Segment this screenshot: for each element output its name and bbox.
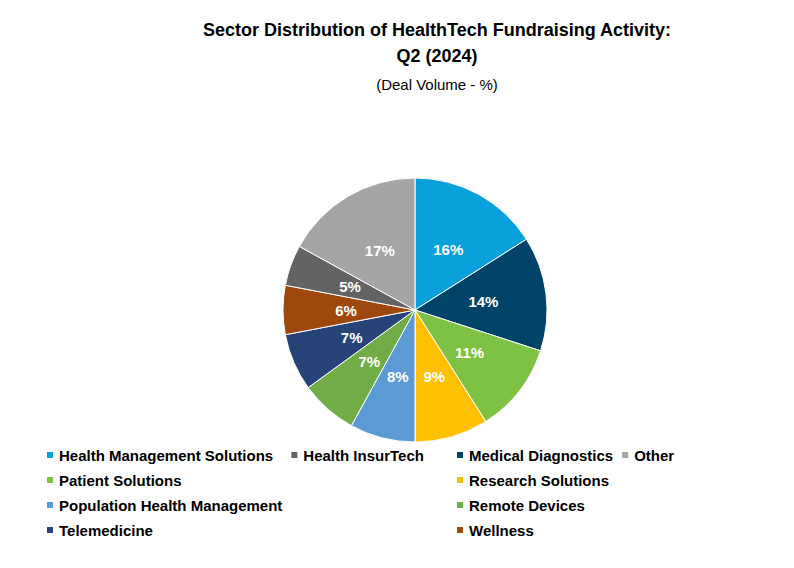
svg-text:Patient Solutions: Patient Solutions bbox=[59, 472, 182, 489]
svg-text:14%: 14% bbox=[468, 293, 498, 310]
svg-text:Medical Diagnostics: Medical Diagnostics bbox=[469, 447, 613, 464]
svg-text:9%: 9% bbox=[423, 368, 445, 385]
svg-text:Sector Distribution of HealthT: Sector Distribution of HealthTech Fundra… bbox=[203, 20, 671, 40]
svg-text:11%: 11% bbox=[455, 344, 484, 361]
svg-text:Health InsurTech: Health InsurTech bbox=[303, 447, 424, 464]
svg-text:Population Health Management: Population Health Management bbox=[59, 497, 282, 514]
svg-text:17%: 17% bbox=[365, 242, 395, 259]
svg-text:Research Solutions: Research Solutions bbox=[469, 472, 609, 489]
svg-text:Q2 (2024): Q2 (2024) bbox=[396, 46, 477, 66]
svg-text:7%: 7% bbox=[359, 353, 381, 370]
svg-text:16%: 16% bbox=[433, 241, 463, 258]
svg-text:Health Management Solutions: Health Management Solutions bbox=[59, 447, 273, 464]
svg-text:6%: 6% bbox=[335, 302, 357, 319]
svg-text:7%: 7% bbox=[341, 329, 363, 346]
svg-text:Remote Devices: Remote Devices bbox=[469, 497, 585, 514]
svg-text:Wellness: Wellness bbox=[469, 522, 534, 539]
svg-text:5%: 5% bbox=[339, 278, 361, 295]
svg-text:(Deal Volume - %): (Deal Volume - %) bbox=[376, 76, 498, 93]
svg-text:Other: Other bbox=[634, 447, 674, 464]
svg-text:8%: 8% bbox=[387, 368, 409, 385]
svg-text:Telemedicine: Telemedicine bbox=[59, 522, 153, 539]
